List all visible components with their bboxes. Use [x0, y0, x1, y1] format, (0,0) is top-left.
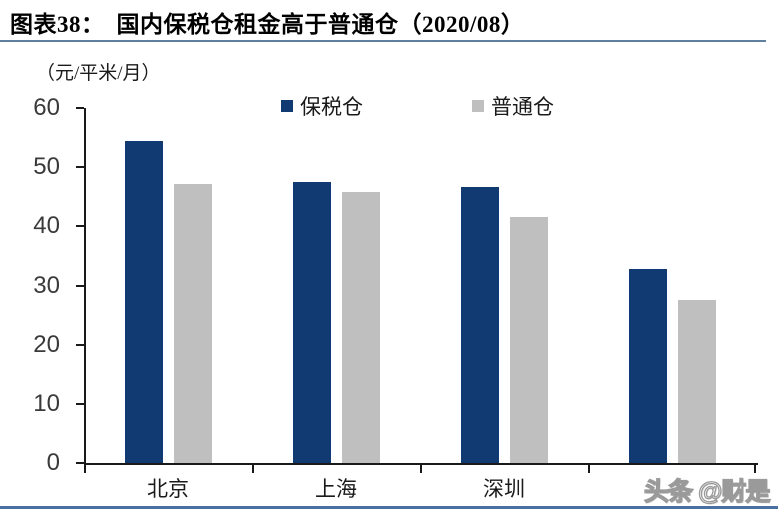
legend-label-ordinary-warehouse: 普通仓 — [491, 95, 554, 119]
y-axis-tick-label: 20 — [33, 330, 60, 358]
x-axis-category-label: 北京 — [147, 477, 189, 501]
bar-保税仓-group0 — [125, 141, 163, 463]
y-axis-tick — [76, 462, 84, 464]
x-axis-category-label: 上海 — [315, 477, 357, 501]
legend-swatch-ordinary-warehouse — [472, 100, 484, 112]
y-axis-tick-label: 60 — [33, 94, 60, 121]
y-axis-line — [84, 108, 86, 465]
x-axis-tick — [588, 465, 590, 473]
bar-保税仓-group1 — [293, 181, 331, 463]
bar-普通仓-group2 — [509, 217, 548, 463]
bottom-border-rule — [0, 506, 778, 509]
x-axis-category-label: 深圳 — [483, 477, 525, 501]
x-axis-tick — [252, 465, 254, 473]
legend-item-bonded-warehouse: 保税仓 — [281, 91, 363, 121]
y-axis-tick — [76, 166, 84, 169]
bar-普通仓-group0 — [173, 184, 212, 463]
y-axis-tick-label: 10 — [33, 389, 60, 417]
y-axis-tick-label: 0 — [46, 449, 60, 476]
y-axis-tick-label: 50 — [33, 153, 60, 181]
x-axis-tick — [84, 465, 86, 473]
legend-swatch-bonded-warehouse — [281, 100, 293, 112]
legend-label-bonded-warehouse: 保税仓 — [300, 95, 363, 119]
bar-普通仓-group1 — [341, 192, 380, 463]
y-axis-tick — [76, 284, 84, 287]
y-axis-unit-label: （元/平米/月） — [36, 63, 161, 84]
bar-保税仓-group2 — [461, 187, 499, 463]
title-underline-rule — [0, 40, 766, 42]
legend-item-ordinary-warehouse: 普通仓 — [472, 91, 554, 121]
y-axis-tick-label: 30 — [33, 271, 60, 299]
bar-保税仓-group3 — [629, 268, 667, 463]
y-axis-tick — [76, 343, 84, 346]
bar-普通仓-group3 — [677, 300, 716, 463]
x-axis-line — [84, 463, 758, 465]
y-axis-tick-label: 40 — [33, 212, 60, 240]
y-axis-tick — [76, 107, 84, 109]
x-axis-tick — [420, 465, 422, 473]
toutiao-watermark: 头条 @财是 — [643, 477, 771, 506]
y-axis-tick — [76, 402, 84, 405]
y-axis-tick — [76, 225, 84, 228]
x-axis-tick — [754, 465, 756, 473]
chart-title: 图表38： 国内保税仓租金高于普通仓（2020/08） — [10, 12, 525, 37]
